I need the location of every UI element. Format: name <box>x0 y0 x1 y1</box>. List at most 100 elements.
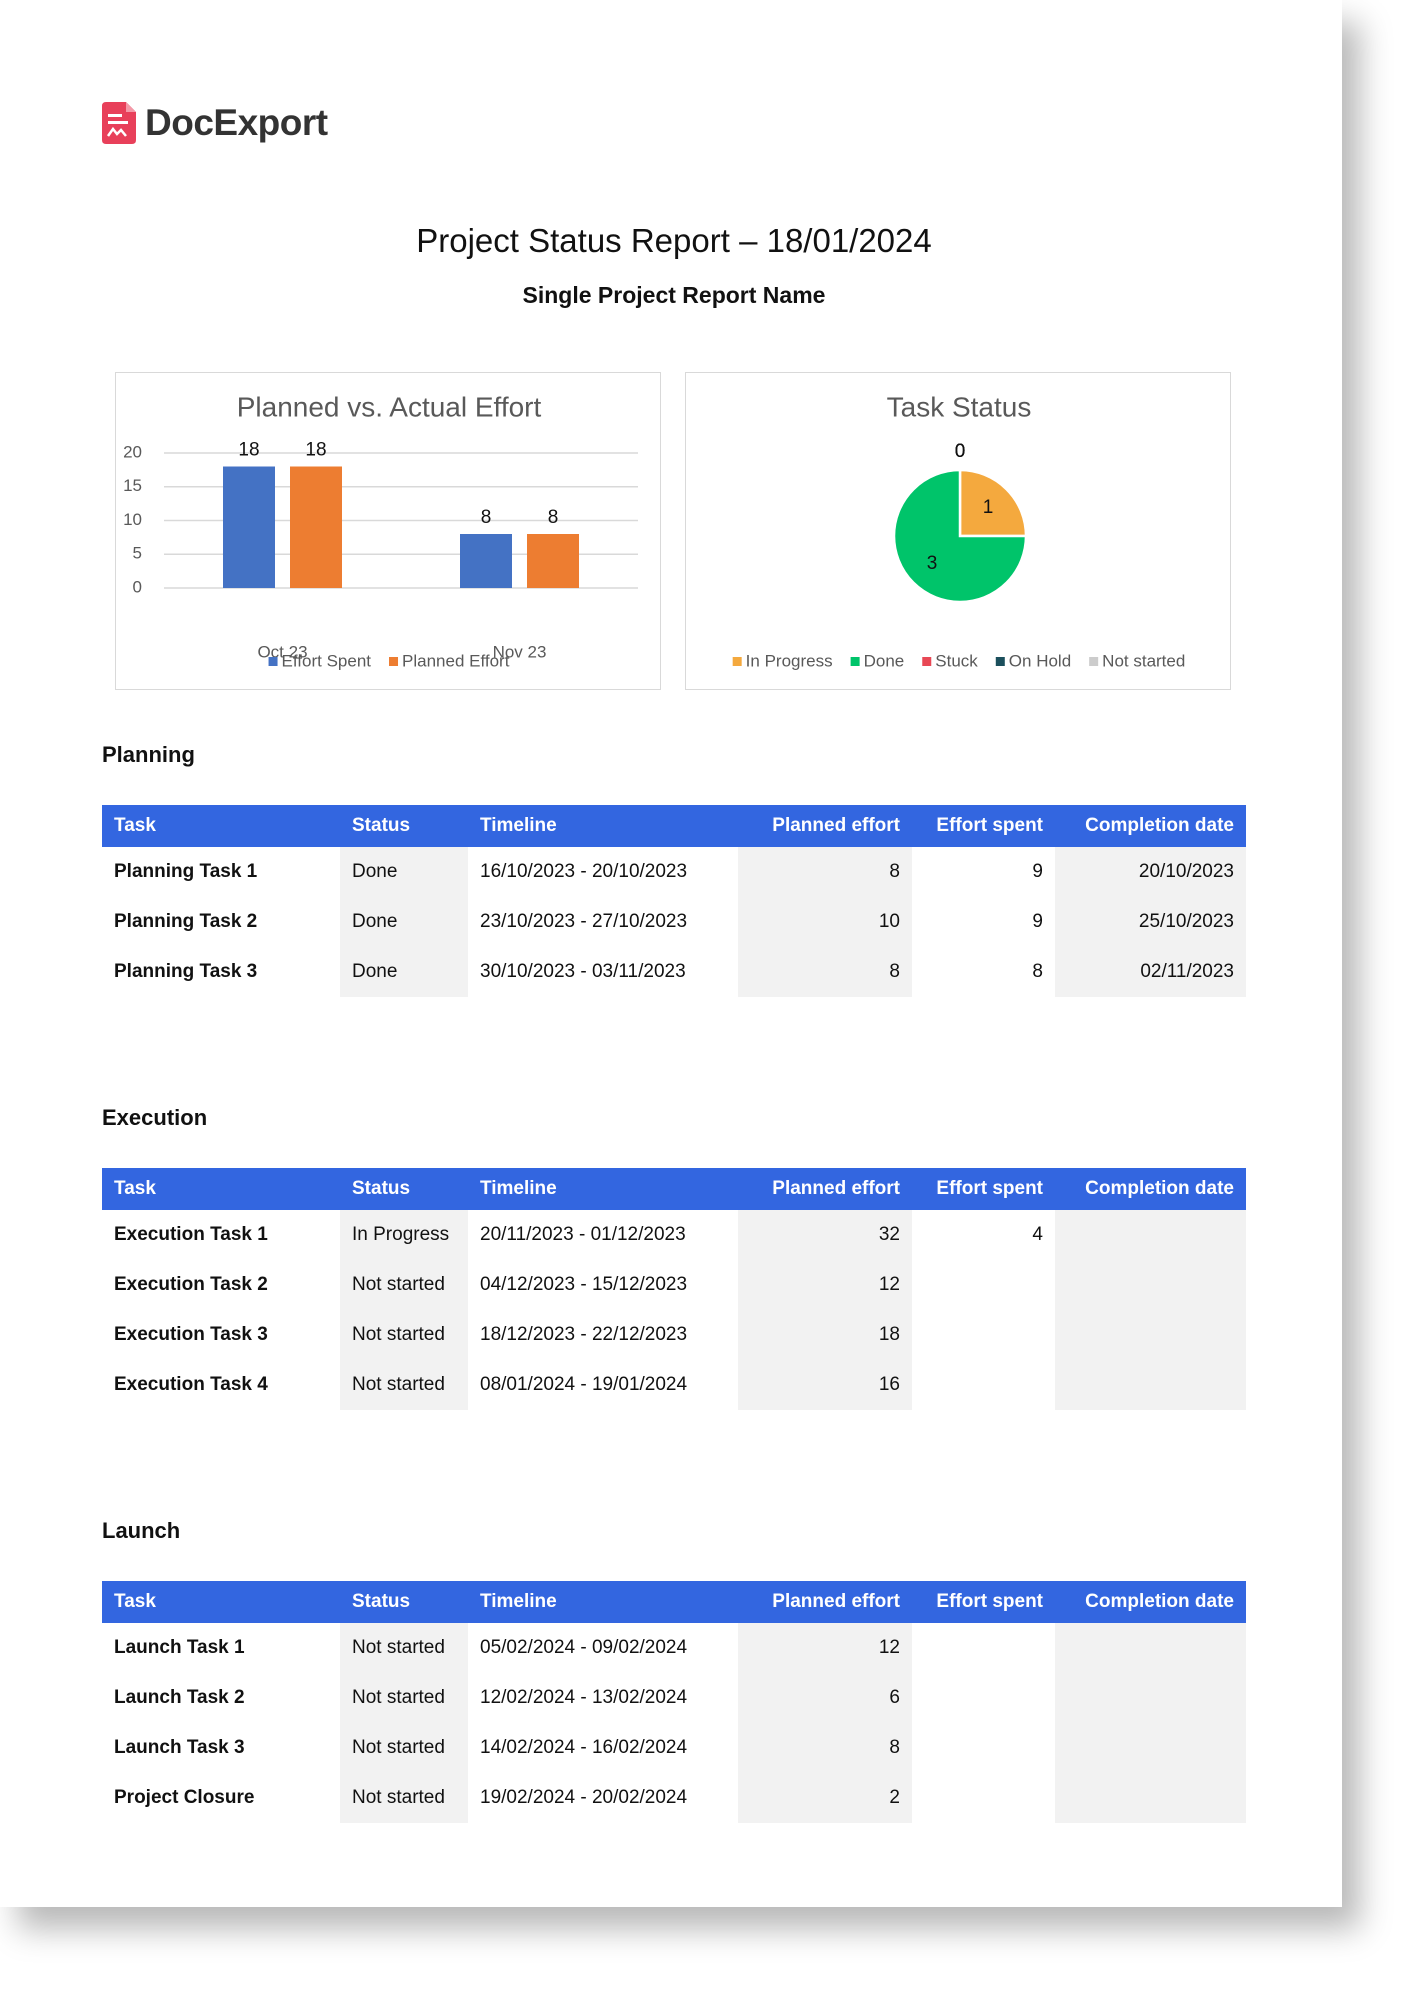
table-cell: Not started <box>340 1773 468 1823</box>
table-head: Task Status Timeline Planned effort Effort s… <box>102 805 1246 847</box>
data-label: 8 <box>481 507 492 528</box>
table-cell: Not started <box>340 1260 468 1310</box>
header-row: Task Status Timeline Planned effort Effort s… <box>102 1581 1246 1623</box>
table-cell <box>1055 1360 1246 1410</box>
table-cell: Not started <box>340 1723 468 1773</box>
table-cell <box>912 1773 1055 1823</box>
table-cell: 19/02/2024 - 20/02/2024 <box>480 1787 688 1808</box>
legend-swatch <box>389 657 399 666</box>
table-cell: 12 <box>738 1260 912 1310</box>
table-row: Launch Task 2 Not started 12/02/2024 - 13/… <box>102 1673 1246 1723</box>
table-cell: 8 <box>738 847 912 897</box>
table-body: Execution Task 1 In Progress 20/11/2023 - … <box>102 1210 1246 1410</box>
x-tick-label: Oct 23 <box>257 642 307 661</box>
bar <box>223 466 275 588</box>
table-cell: In Progress <box>340 1210 468 1260</box>
table-head: Task Status Timeline Planned effort Effort s… <box>102 1581 1246 1623</box>
table-row: Execution Task 1 In Progress 20/11/2023 - … <box>102 1210 1246 1260</box>
task-table: Task Status Timeline Planned effort Effort s… <box>102 805 1246 997</box>
task-table: Task Status Timeline Planned effort Effort s… <box>102 1581 1246 1823</box>
header-cell: Planned effort <box>738 805 912 847</box>
header-cell: Completion date <box>1055 1581 1246 1623</box>
bar-chart: Planned vs. Actual Effort 0 5 10 15 20 Oct 23 1… <box>123 391 638 670</box>
table-cell: 10 <box>738 897 912 947</box>
table-cell: Launch Task 2 <box>114 1687 245 1708</box>
legend-label: Effort Spent <box>282 651 372 670</box>
table-cell: 16/10/2023 - 20/10/2023 <box>480 861 688 882</box>
y-tick-label: 10 <box>123 510 142 529</box>
table-cell: 16 <box>738 1360 912 1410</box>
table-cell: Execution Task 4 <box>114 1374 268 1395</box>
table-cell: 25/10/2023 <box>1055 897 1246 947</box>
header-cell: Completion date <box>1055 805 1246 847</box>
header-row: Task Status Timeline Planned effort Effort s… <box>102 805 1246 847</box>
table-body: Planning Task 1 Done 16/10/2023 - 20/10/20… <box>102 847 1246 997</box>
bar-chart-box: Planned vs. Actual Effort 0 5 10 15 20 Oct 23 1… <box>115 372 661 690</box>
legend-swatch <box>922 657 932 666</box>
legend-swatch <box>732 657 742 666</box>
table-cell: 9 <box>1032 861 1043 882</box>
table-row: Planning Task 2 Done 23/10/2023 - 27/10/20… <box>102 897 1246 947</box>
table-cell <box>1055 1260 1246 1310</box>
data-label: 18 <box>305 440 326 461</box>
task-table: Task Status Timeline Planned effort Effort s… <box>102 1168 1246 1410</box>
table-cell: Planning Task 3 <box>114 961 258 982</box>
table-cell: Done <box>340 847 468 897</box>
data-label: 3 <box>927 553 938 574</box>
table-cell: 20/10/2023 <box>1055 847 1246 897</box>
bar <box>460 534 512 588</box>
chart-title: Task Status <box>887 391 1032 422</box>
table-cell: 8 <box>738 1723 912 1773</box>
header-cell: Effort spent <box>912 1168 1055 1210</box>
table-cell: Execution Task 3 <box>114 1324 268 1345</box>
table-cell: 4 <box>1032 1224 1043 1245</box>
logo-icon <box>102 102 136 144</box>
table-cell <box>912 1310 1055 1360</box>
table-cell: Done <box>340 897 468 947</box>
table-cell: Planning Task 1 <box>114 861 258 882</box>
pie-chart-box: Task Status 1 3 0 0 0 In Progress Done Stuck On H… <box>685 372 1231 690</box>
table-cell <box>1055 1773 1246 1823</box>
table-cell: Execution Task 2 <box>114 1274 268 1295</box>
legend-label: On Hold <box>1009 651 1071 670</box>
table-cell: 8 <box>1032 961 1043 982</box>
table-row: Execution Task 4 Not started 08/01/2024 - … <box>102 1360 1246 1410</box>
table-cell: Done <box>340 947 468 997</box>
legend-label: Planned Effort <box>402 651 510 670</box>
y-tick-label: 15 <box>123 476 142 495</box>
table-cell: Not started <box>340 1310 468 1360</box>
table-cell: 20/11/2023 - 01/12/2023 <box>480 1224 686 1245</box>
table-cell: 12/02/2024 - 13/02/2024 <box>480 1687 688 1708</box>
header-cell: Task <box>102 1168 340 1210</box>
table-row: Launch Task 3 Not started 14/02/2024 - 16/… <box>102 1723 1246 1773</box>
section-heading: Launch <box>102 1518 181 1543</box>
table-cell: 18/12/2023 - 22/12/2023 <box>480 1324 688 1345</box>
table-cell: 2 <box>738 1773 912 1823</box>
table-cell <box>1055 1310 1246 1360</box>
table-cell: Project Closure <box>114 1787 255 1808</box>
table-cell <box>1055 1210 1246 1260</box>
header-cell: Completion date <box>1055 1168 1246 1210</box>
section-heading: Execution <box>102 1105 208 1130</box>
legend: In Progress Done Stuck On Hold Not started <box>732 651 1185 670</box>
report-title: Project Status Report – 18/01/2024 <box>416 222 932 259</box>
y-tick-label: 0 <box>133 577 142 596</box>
header-cell: Timeline <box>468 1168 738 1210</box>
pie-slice <box>892 468 1028 604</box>
legend-swatch <box>850 657 860 666</box>
table-cell: 05/02/2024 - 09/02/2024 <box>480 1637 688 1658</box>
table-head: Task Status Timeline Planned effort Effort s… <box>102 1168 1246 1210</box>
header-cell: Status <box>340 805 468 847</box>
pie-slice <box>958 468 1028 538</box>
logo-text: DocExport <box>145 102 328 143</box>
data-label: 18 <box>238 440 259 461</box>
table-cell: 9 <box>1032 911 1043 932</box>
table-cell: 30/10/2023 - 03/11/2023 <box>480 961 686 982</box>
table-row: Execution Task 3 Not started 18/12/2023 - … <box>102 1310 1246 1360</box>
data-label: 8 <box>548 507 559 528</box>
legend-label: Not started <box>1102 651 1185 670</box>
table-body: Launch Task 1 Not started 05/02/2024 - 09/… <box>102 1623 1246 1823</box>
table-cell <box>912 1723 1055 1773</box>
data-label: 0 <box>955 441 966 462</box>
